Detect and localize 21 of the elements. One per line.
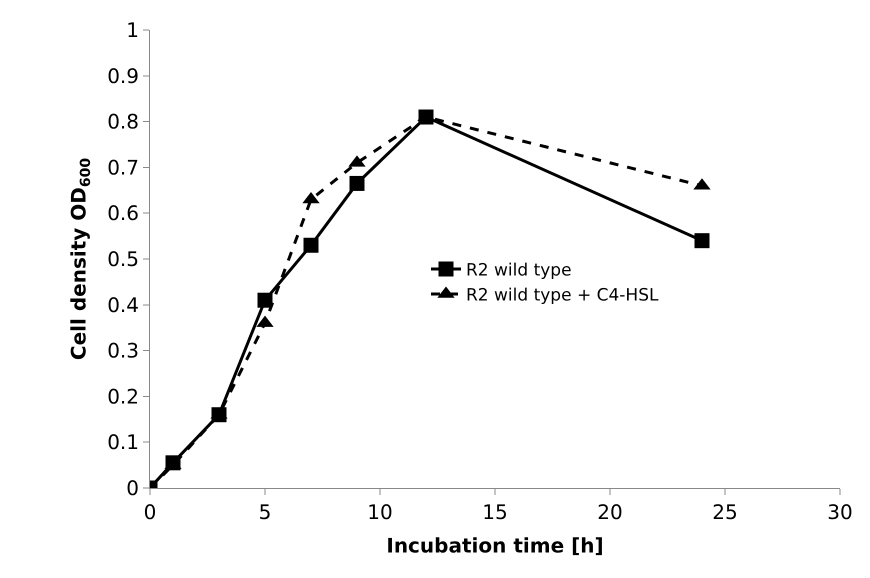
- x-tick-label: 25: [712, 500, 738, 524]
- y-tick-label: 0.1: [107, 430, 139, 454]
- y-tick-label: 0.5: [107, 247, 139, 271]
- y-tick-label: 0.4: [107, 292, 139, 317]
- x-axis-title: Incubation time [h]: [386, 534, 604, 558]
- y-tick-label: 0.3: [107, 338, 139, 363]
- y-tick-label: 0: [126, 476, 139, 500]
- legend-label: R2 wild type: [466, 260, 572, 281]
- y-tick-label: 0.2: [107, 384, 139, 408]
- x-tick-label: 15: [482, 500, 508, 524]
- y-tick-label: 0.9: [107, 64, 139, 88]
- legend-label: R2 wild type + C4-HSL: [466, 286, 659, 306]
- x-tick-label: 20: [597, 500, 623, 524]
- x-tick-label: 10: [367, 500, 393, 524]
- x-tick-label: 0: [144, 500, 156, 524]
- x-tick-label: 5: [258, 500, 272, 524]
- y-tick-label: 0.8: [107, 110, 139, 134]
- x-tick-label: 30: [827, 500, 853, 524]
- y-tick-label: 1: [126, 18, 139, 42]
- y-tick-label: 0.7: [107, 155, 139, 180]
- y-tick-label: 0.6: [107, 201, 139, 226]
